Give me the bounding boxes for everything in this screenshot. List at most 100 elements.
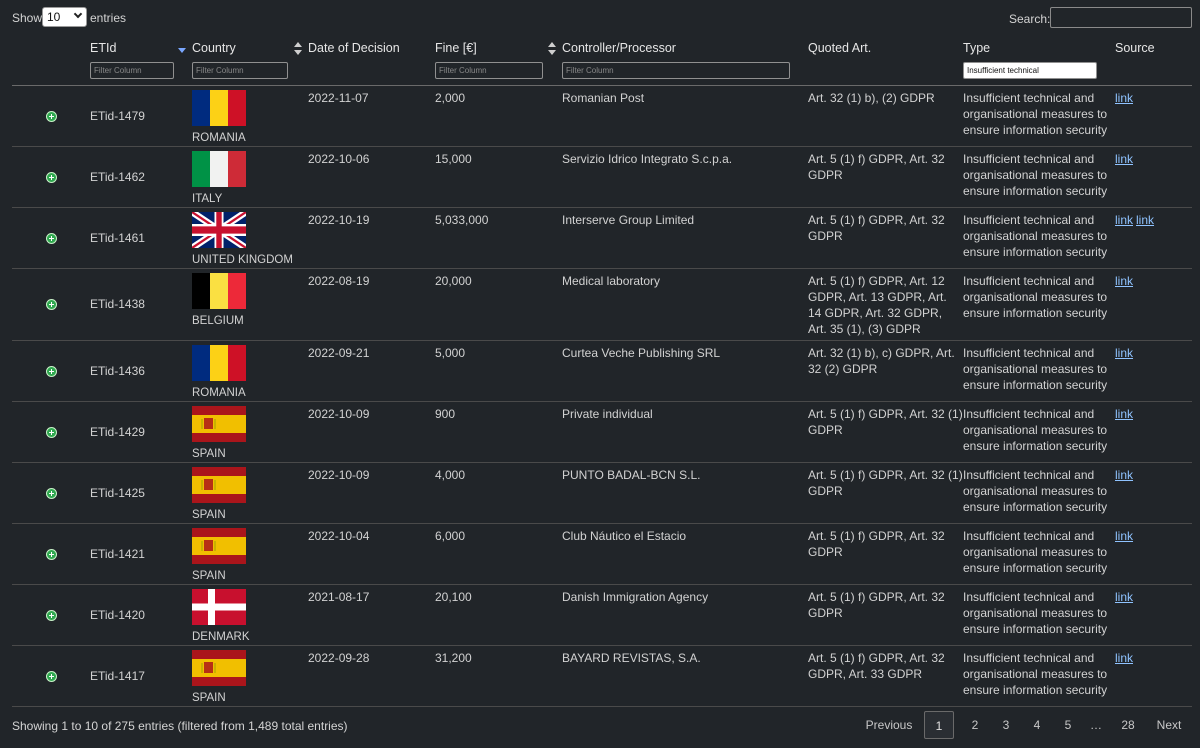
filter-cell: Filter Column — [90, 62, 192, 86]
column-header-5[interactable]: Controller/Processor — [562, 38, 808, 62]
column-header-0[interactable] — [12, 38, 90, 62]
etid-cell: ETid-1461 — [90, 230, 145, 245]
source-link[interactable]: link — [1115, 650, 1134, 665]
page-button-5[interactable]: 5 — [1064, 718, 1072, 732]
source-cell: link — [1115, 584, 1192, 645]
source-link[interactable]: link — [1115, 90, 1134, 105]
type-cell: Insufficient technical and organisationa… — [963, 528, 1108, 575]
page-button-3[interactable]: 3 — [1002, 718, 1010, 732]
country-cell: SPAIN — [192, 645, 308, 706]
column-header-label: Quoted Art. — [808, 41, 872, 55]
spain-flag-icon — [192, 466, 246, 503]
expand-row-plus-icon[interactable] — [45, 426, 57, 438]
expand-cell[interactable] — [12, 523, 90, 584]
column-header-3[interactable]: Date of Decision — [308, 38, 435, 62]
column-header-7[interactable]: Type — [963, 38, 1115, 62]
column-filter-input[interactable]: Filter Column — [435, 62, 543, 79]
expand-row-plus-icon[interactable] — [45, 171, 57, 183]
column-filter-input[interactable]: Filter Column — [90, 62, 174, 79]
expand-cell[interactable] — [12, 146, 90, 207]
column-filter-input[interactable]: Filter Column — [192, 62, 288, 79]
source-link[interactable]: link — [1115, 212, 1134, 227]
column-header-2[interactable]: Country — [192, 38, 308, 62]
column-header-label: Type — [963, 41, 991, 55]
romania-flag-icon — [192, 89, 246, 126]
date-cell: 2022-09-28 — [308, 650, 370, 665]
quoted-art-cell: Art. 5 (1) f) GDPR, Art. 32 GDPR — [808, 589, 945, 620]
source-link[interactable]: link — [1136, 212, 1155, 227]
page-button-4[interactable]: 4 — [1033, 718, 1041, 732]
column-header-label: Fine [€] — [435, 41, 477, 55]
etid-cell: ETid-1429 — [90, 424, 145, 439]
expand-row-plus-icon[interactable] — [45, 299, 57, 311]
entries-per-page-select[interactable]: 10 — [42, 7, 87, 27]
fine-cell: 6,000 — [435, 528, 466, 543]
expand-row-plus-icon[interactable] — [45, 365, 57, 377]
controller-cell: BAYARD REVISTAS, S.A. — [562, 650, 701, 665]
etid-cell: ETid-1479 — [90, 108, 145, 123]
column-header-1[interactable]: ETId — [90, 38, 192, 62]
expand-row-plus-icon[interactable] — [45, 232, 57, 244]
country-name: ROMANIA — [192, 386, 246, 399]
source-cell: link — [1115, 85, 1192, 146]
country-cell: SPAIN — [192, 401, 308, 462]
type-cell: Insufficient technical and organisationa… — [963, 467, 1108, 514]
page-button-8[interactable]: Next — [1156, 718, 1182, 732]
fine-cell: 15,000 — [435, 151, 472, 166]
expand-row-plus-icon[interactable] — [45, 670, 57, 682]
country-name: UNITED KINGDOM — [192, 253, 293, 266]
source-link[interactable]: link — [1115, 345, 1134, 360]
column-filter-input[interactable]: Insufficient technical — [963, 62, 1097, 79]
filter-cell: Insufficient technical — [963, 62, 1115, 86]
column-filter-input[interactable]: Filter Column — [562, 62, 790, 79]
country-name: SPAIN — [192, 447, 226, 460]
expand-cell[interactable] — [12, 85, 90, 146]
page-button-6: … — [1090, 718, 1102, 732]
type-cell: Insufficient technical and organisationa… — [963, 345, 1108, 392]
source-cell: link — [1115, 462, 1192, 523]
source-link[interactable]: link — [1115, 406, 1134, 421]
table-row: ETid-1420 DENMARK 2021-08-17 20,100 Danish I… — [12, 584, 1192, 645]
fines-table: ETId Country Date of Decision Fine [€] Contr… — [12, 38, 1192, 707]
column-header-8[interactable]: Source — [1115, 38, 1192, 62]
source-cell: link — [1115, 146, 1192, 207]
source-link[interactable]: link — [1115, 273, 1134, 288]
source-cell: link — [1115, 268, 1192, 340]
expand-row-plus-icon[interactable] — [45, 609, 57, 621]
expand-row-plus-icon[interactable] — [45, 487, 57, 499]
column-header-6[interactable]: Quoted Art. — [808, 38, 963, 62]
country-cell: BELGIUM — [192, 268, 308, 340]
table-row: ETid-1461 UNITED KINGDOM 2022-10-19 5,033,0… — [12, 207, 1192, 268]
page-button-1[interactable]: 1 — [924, 711, 954, 739]
page-button-7[interactable]: 28 — [1121, 718, 1135, 732]
search-input[interactable] — [1050, 7, 1192, 28]
type-cell: Insufficient technical and organisationa… — [963, 90, 1108, 137]
expand-cell[interactable] — [12, 584, 90, 645]
table-row: ETid-1436 ROMANIA 2022-09-21 5,000 Curtea Ve… — [12, 340, 1192, 401]
fine-cell: 2,000 — [435, 90, 466, 105]
expand-cell[interactable] — [12, 340, 90, 401]
controller-cell: Private individual — [562, 406, 653, 421]
expand-cell[interactable] — [12, 268, 90, 340]
table-row: ETid-1462 ITALY 2022-10-06 15,000 Servizio I… — [12, 146, 1192, 207]
expand-row-plus-icon[interactable] — [45, 110, 57, 122]
romania-flag-icon — [192, 344, 246, 381]
table-row: ETid-1417 SPAIN 2022-09-28 31,200 BAYARD REV… — [12, 645, 1192, 706]
sort-desc-icon — [178, 48, 186, 53]
page-button-0[interactable]: Previous — [865, 718, 913, 732]
type-cell: Insufficient technical and organisationa… — [963, 151, 1108, 198]
expand-cell[interactable] — [12, 462, 90, 523]
source-link[interactable]: link — [1115, 467, 1134, 482]
expand-row-plus-icon[interactable] — [45, 548, 57, 560]
expand-cell[interactable] — [12, 207, 90, 268]
expand-cell[interactable] — [12, 401, 90, 462]
source-link[interactable]: link — [1115, 528, 1134, 543]
expand-cell[interactable] — [12, 645, 90, 706]
column-header-4[interactable]: Fine [€] — [435, 38, 562, 62]
table-row: ETid-1425 SPAIN 2022-10-09 4,000 PUNTO BADAL… — [12, 462, 1192, 523]
page-button-2[interactable]: 2 — [971, 718, 979, 732]
source-link[interactable]: link — [1115, 151, 1134, 166]
source-cell: link — [1115, 523, 1192, 584]
source-link[interactable]: link — [1115, 589, 1134, 604]
source-cell: link — [1115, 401, 1192, 462]
